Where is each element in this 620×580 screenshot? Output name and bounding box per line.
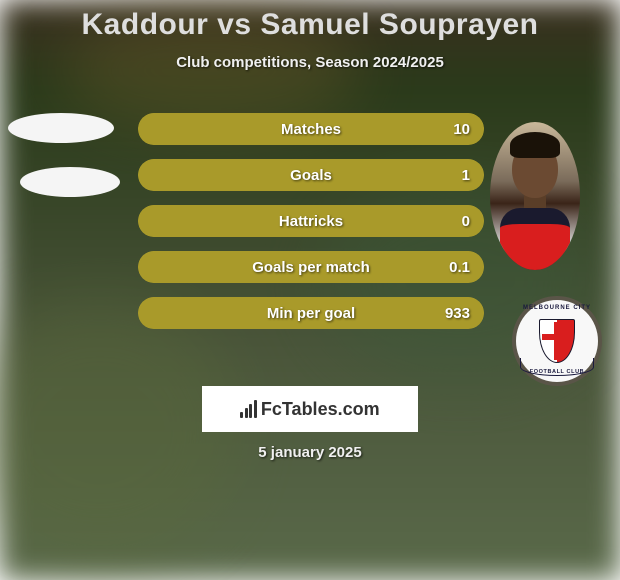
stat-row: Matches10 [138,113,484,145]
stat-row: Min per goal933 [138,297,484,329]
stat-value: 0.1 [449,259,470,276]
stat-value: 0 [462,213,470,230]
stat-value: 933 [445,305,470,322]
stat-label: Hattricks [138,213,484,230]
bar-3 [249,404,252,418]
club-badge: MELBOURNE CITY FOOTBALL CLUB [512,296,602,386]
stat-row: Hattricks0 [138,205,484,237]
badge-cross-vertical [554,322,560,360]
player-photo [490,122,580,270]
badge-shield-icon [539,319,575,363]
badge-cross-horizontal [542,334,572,340]
stat-value: 1 [462,167,470,184]
bar-4 [254,400,257,418]
stat-value: 10 [453,121,470,138]
badge-bottom-text: FOOTBALL CLUB [530,369,584,375]
bar-1 [240,412,243,418]
photo-jersey [500,208,570,270]
watermark: FcTables.com [202,386,418,432]
bar-2 [245,408,248,418]
watermark-text: FcTables.com [261,399,380,420]
page-title: Kaddour vs Samuel Souprayen [0,8,620,42]
player-placeholder-ellipse [8,113,114,143]
main-container: Kaddour vs Samuel Souprayen Club competi… [0,0,620,580]
stat-label: Matches [138,121,484,138]
subtitle: Club competitions, Season 2024/2025 [0,54,620,71]
player-placeholder-ellipse [20,167,120,197]
date-label: 5 january 2025 [0,444,620,461]
stat-row: Goals1 [138,159,484,191]
chart-icon [240,400,257,418]
stat-label: Min per goal [138,305,484,322]
stat-label: Goals per match [138,259,484,276]
badge-top-text: MELBOURNE CITY [523,305,591,311]
photo-hair [510,132,560,158]
stat-row: Goals per match0.1 [138,251,484,283]
stat-label: Goals [138,167,484,184]
